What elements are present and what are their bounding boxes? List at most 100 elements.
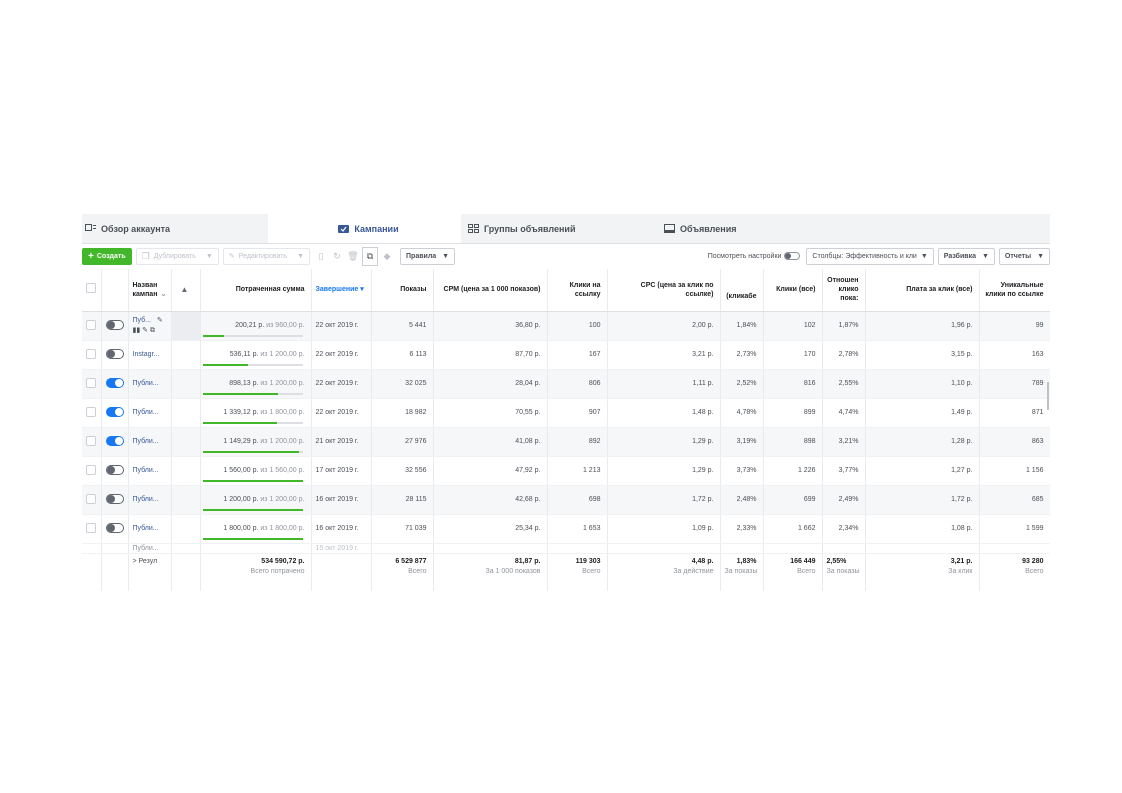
pencil-icon[interactable]: ✎ xyxy=(156,317,163,324)
row-checkbox[interactable] xyxy=(82,456,102,486)
spent-total-caption: Всего потрачено xyxy=(250,567,305,575)
cpc-cell: 1,72 р. xyxy=(607,485,721,515)
row-checkbox[interactable] xyxy=(82,514,102,544)
table-row[interactable]: Публи... 898,13 р. из 1 200,00 р. 22 окт 2… xyxy=(82,369,1050,399)
totals-label-cell[interactable]: > Резул xyxy=(128,553,172,591)
row-checkbox[interactable] xyxy=(82,485,102,515)
row-checkbox[interactable] xyxy=(82,369,102,399)
campaign-name-cell[interactable]: Публи... xyxy=(128,543,172,554)
campaign-toggle[interactable] xyxy=(101,456,129,486)
campaign-name-cell[interactable]: Публи... xyxy=(128,456,172,486)
header-link-clicks[interactable]: Клики на ссылку xyxy=(547,269,608,312)
header-cpm[interactable]: CPM (цена за 1 000 показов) xyxy=(433,269,548,312)
header-name[interactable]: Назван кампан ⌄ xyxy=(128,269,172,312)
table-row[interactable]: Публи... 1 149,29 р. из 1 200,00 р. 21 окт… xyxy=(82,427,1050,457)
cpc-value: 1,29 р. xyxy=(692,467,714,474)
campaign-name-cell[interactable]: Пуб... ✎ ▮▮ ✎ ⧉ xyxy=(128,311,172,341)
campaign-name-cell[interactable]: Публи... xyxy=(128,514,172,544)
link-clicks-cell: 1 213 xyxy=(547,456,608,486)
vertical-scrollbar[interactable] xyxy=(1047,382,1049,410)
campaign-name-link: Публи... xyxy=(132,438,159,445)
edit-button[interactable]: ✎ Редактировать ▼ xyxy=(222,247,311,265)
reports-button[interactable]: Отчеты ▼ xyxy=(998,247,1050,265)
table-row[interactable]: Пуб... ✎ ▮▮ ✎ ⧉ 200,21 р. из 960,00 р. 22 о… xyxy=(82,311,1050,341)
campaign-name-cell[interactable]: Instagr... xyxy=(128,340,172,370)
spent-value: 1 560,00 р. xyxy=(223,467,259,474)
chevron-right-icon[interactable]: > xyxy=(132,557,137,565)
table-row[interactable]: Публи... 1 339,12 р. из 1 800,00 р. 22 окт… xyxy=(82,398,1050,428)
row-checkbox[interactable] xyxy=(82,543,102,554)
end-date-cell: 22 окт 2019 г. xyxy=(311,340,372,370)
spend-progress-bar xyxy=(202,421,303,424)
clicks-all-cell: 898 xyxy=(763,427,823,457)
header-ratio[interactable]: Отношен клико пока: xyxy=(822,269,866,312)
table-row-partial[interactable]: Публи... 15 окт 2019 г. xyxy=(82,543,1050,554)
campaign-toggle[interactable] xyxy=(101,340,129,370)
header-ctr[interactable]: (кликабе xyxy=(720,269,764,312)
rules-button[interactable]: Правила ▼ xyxy=(400,247,456,265)
select-all-checkbox[interactable] xyxy=(82,269,102,312)
chart-icon[interactable]: ▮▮ xyxy=(132,327,141,334)
campaign-toggle[interactable] xyxy=(101,369,129,399)
columns-button[interactable]: Столбцы: Эффективность и кли ▼ xyxy=(806,247,934,265)
campaign-toggle[interactable] xyxy=(101,514,129,544)
campaign-toggle[interactable] xyxy=(101,398,129,428)
tab-ads[interactable]: Объявления xyxy=(660,214,849,243)
header-clicks-all[interactable]: Клики (все) xyxy=(763,269,823,312)
ab-test-icon[interactable]: ▯ xyxy=(318,250,324,261)
spent-cell: 1 149,29 р. из 1 200,00 р. xyxy=(200,427,312,457)
cpc-all-value: 1,10 р. xyxy=(951,380,973,387)
campaign-name-cell[interactable]: Публи... xyxy=(128,485,172,515)
spent-cell: 1 200,00 р. из 1 200,00 р. xyxy=(200,485,312,515)
header-cpc-all[interactable]: Плата за клик (все) xyxy=(865,269,980,312)
table-row[interactable]: Публи... 1 800,00 р. из 1 800,00 р. 16 окт… xyxy=(82,514,1050,544)
link-clicks-cell: 698 xyxy=(547,485,608,515)
unique-clicks-value: 163 xyxy=(1031,351,1044,358)
tag-icon[interactable]: ◆ xyxy=(383,250,391,261)
campaign-name-cell[interactable]: Публи... xyxy=(128,369,172,399)
spend-progress-fill xyxy=(202,363,248,366)
compare-icon[interactable]: ⧉ xyxy=(150,327,155,334)
campaigns-table: Назван кампан ⌄ ▲ Потраченная сумма Заве… xyxy=(82,269,1050,591)
create-button[interactable]: + Создать xyxy=(82,247,132,265)
tab-campaigns[interactable]: Кампании xyxy=(268,214,461,243)
spent-total-cell: 534 590,72 р. Всего потрачено xyxy=(200,553,312,591)
header-ends[interactable]: Завершение ▾ xyxy=(311,269,372,312)
impressions-total: 6 529 877 xyxy=(395,557,427,565)
header-spent[interactable]: Потраченная сумма xyxy=(200,269,312,312)
preview-icon[interactable]: ⧉ xyxy=(362,246,379,266)
cpc-cell: 3,21 р. xyxy=(607,340,721,370)
trash-icon[interactable]: 🗑 xyxy=(347,250,359,261)
campaign-toggle[interactable] xyxy=(101,485,129,515)
link-clicks-value: 100 xyxy=(588,322,601,329)
refresh-icon[interactable]: ↻ xyxy=(333,250,341,261)
table-row[interactable]: Публи... 1 200,00 р. из 1 200,00 р. 16 окт… xyxy=(82,485,1050,515)
pencil-icon[interactable]: ✎ xyxy=(142,327,149,334)
campaign-name-cell[interactable]: Публи... xyxy=(128,398,172,428)
campaign-name-cell[interactable]: Публи... xyxy=(128,427,172,457)
header-cpc[interactable]: CPC (цена за клик по ссылке) xyxy=(607,269,721,312)
campaign-toggle[interactable] xyxy=(101,543,129,554)
row-checkbox[interactable] xyxy=(82,427,102,457)
view-settings-toggle[interactable]: Посмотреть настройки xyxy=(708,252,801,260)
tab-account-overview[interactable]: Обзор аккаунта xyxy=(82,214,270,243)
row-checkbox[interactable] xyxy=(82,398,102,428)
table-row[interactable]: Публи... 1 560,00 р. из 1 560,00 р. 17 окт… xyxy=(82,456,1050,486)
header-delivery-warning[interactable]: ▲ xyxy=(171,269,201,312)
campaign-toggle[interactable] xyxy=(101,427,129,457)
header-impressions[interactable]: Показы xyxy=(371,269,434,312)
row-checkbox[interactable] xyxy=(82,311,102,341)
campaign-toggle[interactable] xyxy=(101,311,129,341)
impressions-value: 32 025 xyxy=(405,380,427,387)
campaign-name-link[interactable]: Пуб... xyxy=(132,317,151,324)
spent-total: 534 590,72 р. xyxy=(261,557,305,565)
tab-adsets[interactable]: Группы объявлений xyxy=(462,214,653,243)
breakdown-button[interactable]: Разбивка ▼ xyxy=(937,247,995,265)
duplicate-button[interactable]: ❐ Дублировать ▼ xyxy=(135,247,219,265)
row-checkbox[interactable] xyxy=(82,340,102,370)
impressions-cell: 18 982 xyxy=(371,398,434,428)
table-row[interactable]: Instagr... 536,11 р. из 1 200,00 р. 22 окт… xyxy=(82,340,1050,370)
header-unique-clicks[interactable]: Уникальные клики по ссылке xyxy=(979,269,1050,312)
unique-clicks-cell: 1 599 xyxy=(979,514,1050,544)
toggle-switch xyxy=(105,348,124,359)
